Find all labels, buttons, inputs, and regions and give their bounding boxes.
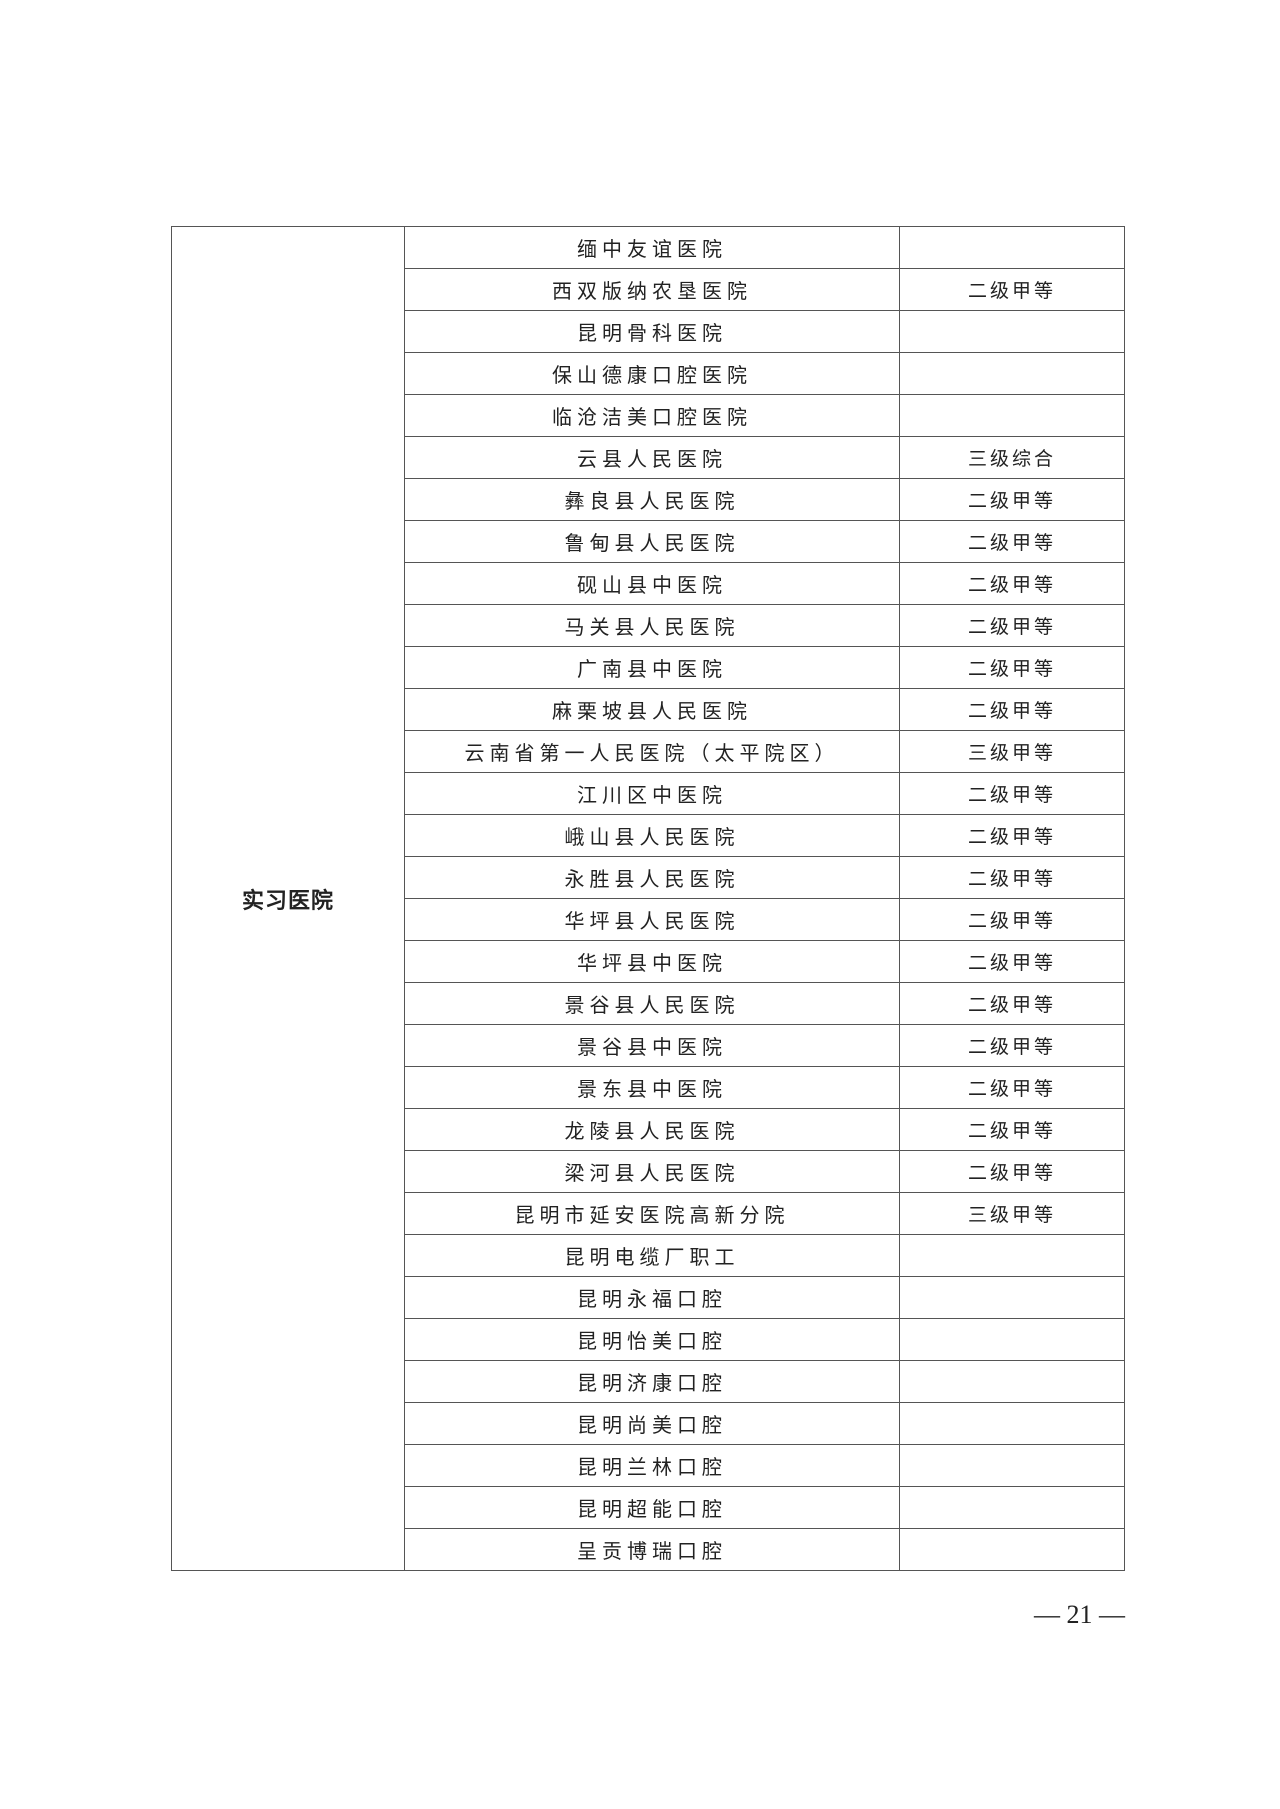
hospital-name: 麻栗坡县人民医院 (404, 688, 900, 731)
hospital-level: 二级甲等 (899, 646, 1125, 689)
table-row: 昆明骨科医院 (172, 310, 1125, 353)
hospital-name: 西双版纳农垦医院 (404, 268, 900, 311)
hospital-level (899, 1528, 1125, 1571)
hospital-level: 二级甲等 (899, 1066, 1125, 1109)
hospital-name: 昆明永福口腔 (404, 1276, 900, 1319)
table-row: 西双版纳农垦医院 二级甲等 (172, 268, 1125, 311)
hospital-name: 永胜县人民医院 (404, 856, 900, 899)
hospital-level (899, 310, 1125, 353)
hospital-level: 二级甲等 (899, 772, 1125, 815)
hospital-level: 二级甲等 (899, 1150, 1125, 1193)
hospital-name: 华坪县人民医院 (404, 898, 900, 941)
table-row: 昆明怡美口腔 (172, 1318, 1125, 1361)
hospital-name: 昆明济康口腔 (404, 1360, 900, 1403)
hospital-level: 三级综合 (899, 436, 1125, 479)
hospital-name: 砚山县中医院 (404, 562, 900, 605)
table-row: 实习医院 缅中友谊医院 (171, 226, 1125, 1571)
hospital-level (899, 226, 1125, 269)
table-row: 砚山县中医院 二级甲等 (172, 562, 1125, 605)
table-row: 云县人民医院 三级综合 (172, 436, 1125, 479)
hospital-level: 三级甲等 (899, 1192, 1125, 1235)
hospital-name: 龙陵县人民医院 (404, 1108, 900, 1151)
hospital-level (899, 394, 1125, 437)
hospital-level: 二级甲等 (899, 268, 1125, 311)
hospital-name: 云县人民医院 (404, 436, 900, 479)
hospital-name: 梁河县人民医院 (404, 1150, 900, 1193)
hospital-name: 昆明电缆厂职工 (404, 1234, 900, 1277)
hospital-level (899, 1318, 1125, 1361)
table-row: 景谷县中医院 二级甲等 (172, 1024, 1125, 1067)
table-row: 昆明市延安医院高新分院 三级甲等 (172, 1192, 1125, 1235)
hospital-name: 昆明市延安医院高新分院 (404, 1192, 900, 1235)
hospital-name: 江川区中医院 (404, 772, 900, 815)
table-row: 华坪县中医院 二级甲等 (172, 940, 1125, 983)
hospital-level: 二级甲等 (899, 898, 1125, 941)
hospital-name: 保山德康口腔医院 (404, 352, 900, 395)
table-row: 昆明电缆厂职工 (172, 1234, 1125, 1277)
table-row: 鲁甸县人民医院 二级甲等 (172, 520, 1125, 563)
hospital-level (899, 1276, 1125, 1319)
hospital-name: 昆明超能口腔 (404, 1486, 900, 1529)
hospital-table: 实习医院 缅中友谊医院 西双版纳农垦医院 二级甲等 昆明骨科医院 保山德康口腔医院 临沧洁美… (171, 226, 1125, 1571)
hospital-level: 二级甲等 (899, 982, 1125, 1025)
hospital-name: 广南县中医院 (404, 646, 900, 689)
table-row: 昆明永福口腔 (172, 1276, 1125, 1319)
hospital-level: 二级甲等 (899, 604, 1125, 647)
hospital-name: 昆明尚美口腔 (404, 1402, 900, 1445)
hospital-level: 二级甲等 (899, 814, 1125, 857)
table-row: 昆明尚美口腔 (172, 1402, 1125, 1445)
hospital-level: 二级甲等 (899, 940, 1125, 983)
table-row: 彝良县人民医院 二级甲等 (172, 478, 1125, 521)
hospital-level (899, 1444, 1125, 1487)
hospital-name: 云南省第一人民医院（太平院区） (404, 730, 900, 773)
hospital-name: 华坪县中医院 (404, 940, 900, 983)
table-row: 昆明兰林口腔 (172, 1444, 1125, 1487)
hospital-level: 二级甲等 (899, 688, 1125, 731)
hospital-level (899, 1486, 1125, 1529)
hospital-level: 二级甲等 (899, 856, 1125, 899)
hospital-name: 马关县人民医院 (404, 604, 900, 647)
hospital-name: 彝良县人民医院 (404, 478, 900, 521)
hospital-name: 景东县中医院 (404, 1066, 900, 1109)
hospital-level: 二级甲等 (899, 562, 1125, 605)
hospital-name: 呈贡博瑞口腔 (404, 1528, 900, 1571)
hospital-name: 昆明兰林口腔 (404, 1444, 900, 1487)
hospital-level: 二级甲等 (899, 1108, 1125, 1151)
hospital-level: 三级甲等 (899, 730, 1125, 773)
table-row: 马关县人民医院 二级甲等 (172, 604, 1125, 647)
hospital-name: 峨山县人民医院 (404, 814, 900, 857)
table-row: 呈贡博瑞口腔 (172, 1528, 1125, 1571)
hospital-name: 景谷县中医院 (404, 1024, 900, 1067)
page-number: — 21 — (1034, 1600, 1125, 1629)
table-row: 永胜县人民医院 二级甲等 (172, 856, 1125, 899)
table-row: 保山德康口腔医院 (172, 352, 1125, 395)
hospital-name: 临沧洁美口腔医院 (404, 394, 900, 437)
hospital-level (899, 1402, 1125, 1445)
table-row: 景谷县人民医院 二级甲等 (172, 982, 1125, 1025)
table-row: 梁河县人民医院 二级甲等 (172, 1150, 1125, 1193)
hospital-level: 二级甲等 (899, 520, 1125, 563)
hospital-name: 鲁甸县人民医院 (404, 520, 900, 563)
hospital-level (899, 352, 1125, 395)
category-cell: 实习医院 (171, 226, 405, 1571)
hospital-name: 昆明怡美口腔 (404, 1318, 900, 1361)
table-row: 景东县中医院 二级甲等 (172, 1066, 1125, 1109)
hospital-level: 二级甲等 (899, 478, 1125, 521)
hospital-name: 景谷县人民医院 (404, 982, 900, 1025)
table-row: 江川区中医院 二级甲等 (172, 772, 1125, 815)
table-row: 云南省第一人民医院（太平院区） 三级甲等 (172, 730, 1125, 773)
hospital-name: 缅中友谊医院 (404, 226, 900, 269)
hospital-level (899, 1360, 1125, 1403)
hospital-level: 二级甲等 (899, 1024, 1125, 1067)
hospital-name: 昆明骨科医院 (404, 310, 900, 353)
hospital-level (899, 1234, 1125, 1277)
